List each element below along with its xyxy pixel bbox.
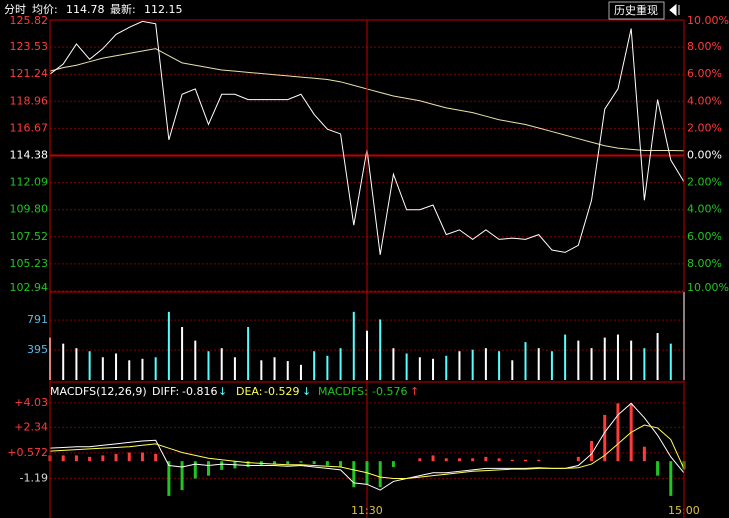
volume-bar — [511, 360, 514, 380]
volume-bar — [128, 360, 131, 380]
y-tick-label: 123.53 — [10, 40, 49, 53]
volume-bar — [141, 358, 144, 380]
volume-bar — [590, 348, 593, 380]
y2-tick-label: 4.00% — [687, 94, 722, 107]
y-tick-label: 116.67 — [10, 121, 49, 134]
y2-tick-label: 2.00% — [687, 176, 722, 189]
volume-bar — [88, 351, 91, 380]
y2-tick-label: 8.00% — [687, 40, 722, 53]
y-tick-label: +0.572 — [7, 446, 48, 459]
volume-bar — [366, 330, 368, 380]
volume-bar — [181, 326, 184, 380]
volume-bar — [405, 353, 408, 380]
volume-bar — [471, 349, 474, 380]
volume-bar — [603, 337, 606, 380]
indicator-value: -0.529 — [264, 385, 299, 398]
avg-label: 均价: — [32, 3, 58, 16]
indicator-label: DEA: — [236, 385, 262, 398]
y-tick-label: +2.34 — [14, 420, 48, 433]
y-tick-label: 102.94 — [10, 281, 49, 294]
volume-bar — [313, 351, 316, 380]
y-tick-label: 109.80 — [10, 203, 49, 216]
y2-tick-label: 2.00% — [687, 121, 722, 134]
volume-bar — [154, 357, 157, 380]
y-tick-label: 112.09 — [10, 176, 49, 189]
y-tick-label: 114.38 — [10, 149, 49, 162]
indicator-arrow: ↓ — [218, 385, 227, 398]
volume-bar — [62, 343, 65, 380]
diff-line — [49, 402, 685, 491]
volume-bar — [233, 357, 236, 380]
y-tick-label: -1.19 — [20, 471, 48, 484]
y2-tick-label: 8.00% — [687, 257, 722, 270]
volume-bar — [220, 348, 223, 380]
y2-tick-label: 0.00% — [687, 149, 722, 162]
y2-tick-label: 10.00% — [687, 281, 729, 294]
y-tick-label: 125.82 — [10, 14, 49, 27]
last-value: 112.15 — [144, 3, 183, 16]
volume-bar — [247, 326, 250, 380]
volume-bar — [498, 351, 501, 380]
volume-bar — [550, 351, 553, 380]
volume-bar — [669, 343, 672, 380]
y-tick-label: 107.52 — [10, 230, 49, 243]
y-tick-label: 105.23 — [10, 257, 49, 270]
volume-bar — [115, 353, 118, 380]
volume-bar — [445, 355, 448, 380]
y2-tick-label: 6.00% — [687, 230, 722, 243]
indicator-value: -0.576 — [372, 385, 407, 398]
history-button[interactable]: 历史重现 — [614, 3, 658, 17]
volume-bar — [392, 348, 395, 380]
indicator-label: DIFF: — [152, 385, 179, 398]
volume-bar — [101, 357, 104, 380]
y-tick-label: 791 — [27, 313, 48, 326]
y-tick-label: 121.24 — [10, 67, 49, 80]
volume-bar — [194, 340, 197, 380]
volume-bar — [299, 364, 302, 380]
history-icon[interactable] — [669, 3, 680, 17]
x-tick-label: 11:30 — [351, 504, 383, 517]
volume-bar — [418, 357, 421, 380]
volume-bar — [432, 358, 435, 380]
y-tick-label: 395 — [27, 343, 48, 356]
y2-tick-label: 4.00% — [687, 203, 722, 216]
volume-bar — [273, 357, 276, 380]
volume-bar — [616, 334, 619, 380]
dea-line — [49, 424, 685, 480]
y2-tick-label: 10.00% — [687, 14, 729, 27]
volume-bar — [458, 351, 461, 380]
y2-tick-label: 6.00% — [687, 67, 722, 80]
volume-bar — [656, 333, 659, 380]
volume-bar — [326, 355, 329, 380]
volume-bar — [537, 348, 540, 380]
volume-bar — [167, 311, 170, 380]
volume-bar — [260, 360, 263, 380]
volume-bar — [630, 340, 633, 380]
avg-value: 114.78 — [66, 3, 105, 16]
volume-bar — [352, 311, 355, 380]
volume-bar — [286, 361, 289, 380]
volume-bar — [577, 340, 580, 380]
indicator-label: MACDFS: — [318, 385, 368, 398]
volume-bar — [207, 351, 210, 380]
y-tick-label: +4.03 — [14, 396, 48, 409]
y-tick-label: 118.96 — [10, 94, 49, 107]
indicator-arrow: ↓ — [302, 385, 311, 398]
last-label: 最新: — [110, 2, 136, 16]
indicator-arrow: ↑ — [410, 385, 419, 398]
volume-bar — [75, 348, 78, 380]
volume-bar — [379, 319, 382, 380]
volume-bar — [339, 348, 342, 380]
indicator-value: -0.816 — [182, 385, 217, 398]
volume-bar — [484, 348, 487, 380]
macd-title: MACDFS(12,26,9) — [50, 385, 147, 398]
history-button-frame[interactable] — [608, 1, 665, 20]
volume-bar — [524, 342, 527, 380]
mode-label: 分时 — [4, 3, 26, 16]
volume-bar — [643, 348, 646, 380]
volume-bar — [564, 334, 567, 380]
